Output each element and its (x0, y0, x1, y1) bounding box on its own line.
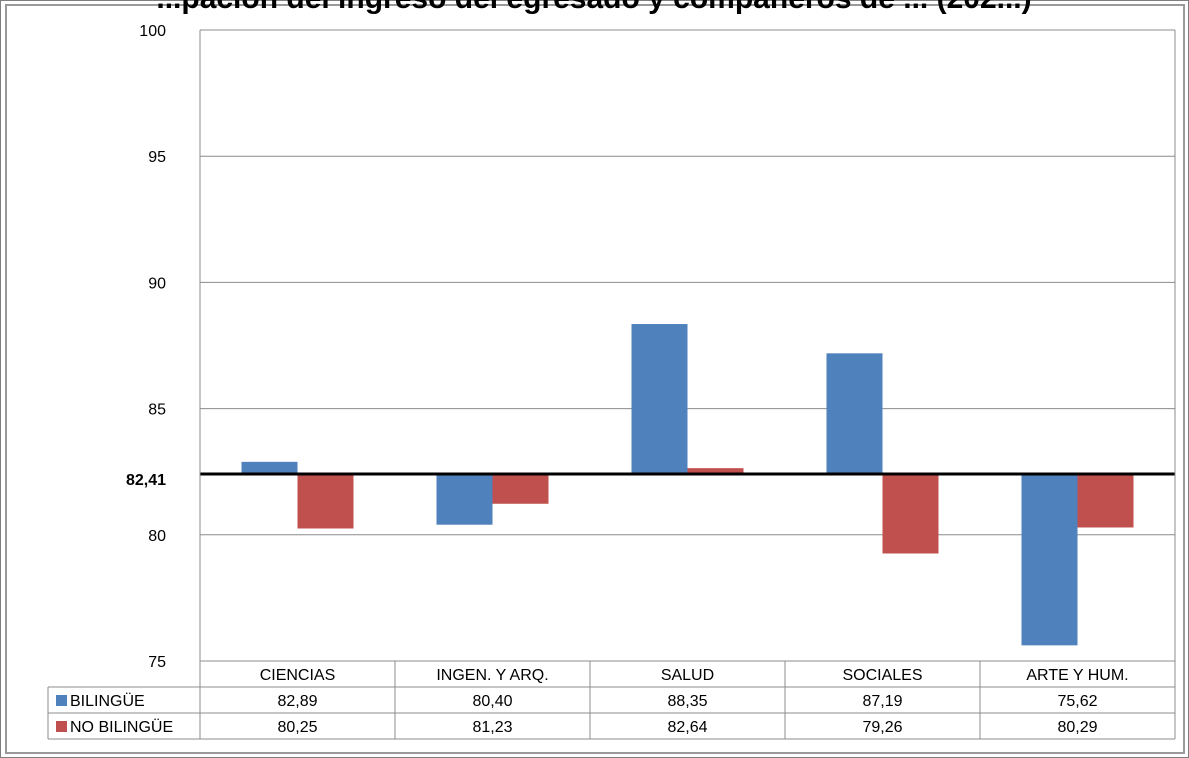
category-label: CIENCIAS (260, 667, 336, 684)
y-tick-label: 90 (148, 275, 166, 292)
table-value: 82,64 (667, 719, 707, 736)
y-tick-label: 80 (148, 528, 166, 545)
bar-bilingue (436, 473, 493, 525)
category-label: INGEN. Y ARQ. (436, 667, 548, 684)
table-value: 88,35 (667, 693, 707, 710)
category-label: SOCIALES (842, 667, 922, 684)
bar-no-bilingue (492, 473, 549, 504)
table-value: 80,29 (1057, 719, 1097, 736)
bar-bilingue (631, 324, 688, 474)
data-table: CIENCIAS INGEN. Y ARQ. SALUD SOCIALES ARTE Y… (47, 660, 1176, 740)
table-value: 80,40 (472, 693, 512, 710)
bar-no-bilingue (1077, 473, 1134, 528)
bars (241, 324, 1134, 646)
legend-swatch (56, 721, 67, 732)
legend-swatch (56, 695, 67, 706)
bar-bilingue (826, 353, 883, 474)
reference-line-group: 82,41 (126, 472, 1175, 489)
legend-label: NO BILINGÜE (70, 718, 173, 736)
table-value: 79,26 (862, 719, 902, 736)
bar-no-bilingue (882, 473, 939, 554)
y-axis-ticks: 75 80 85 90 95 100 (139, 23, 166, 671)
legend-label: BILINGÜE (70, 692, 145, 710)
table-value: 80,25 (277, 719, 317, 736)
bar-no-bilingue (687, 468, 744, 474)
category-label: SALUD (661, 667, 714, 684)
plot-axes (199, 30, 1176, 661)
chart-title: ...pación del ingreso del egresado y com… (156, 0, 1031, 15)
y-tick-label: 95 (148, 149, 166, 166)
bar-bilingue (241, 461, 298, 474)
bar-no-bilingue (297, 473, 354, 529)
y-tick-label: 75 (148, 654, 166, 671)
y-tick-label: 85 (148, 402, 166, 419)
category-label: ARTE Y HUM. (1026, 667, 1128, 684)
y-tick-label: 100 (139, 23, 166, 40)
reference-line-label: 82,41 (126, 472, 166, 489)
chart-inner-border (5, 4, 1185, 754)
table-value: 87,19 (862, 693, 902, 710)
bar-bilingue (1021, 473, 1078, 646)
table-value: 82,89 (277, 693, 317, 710)
table-value: 75,62 (1057, 693, 1097, 710)
table-value: 81,23 (472, 719, 512, 736)
